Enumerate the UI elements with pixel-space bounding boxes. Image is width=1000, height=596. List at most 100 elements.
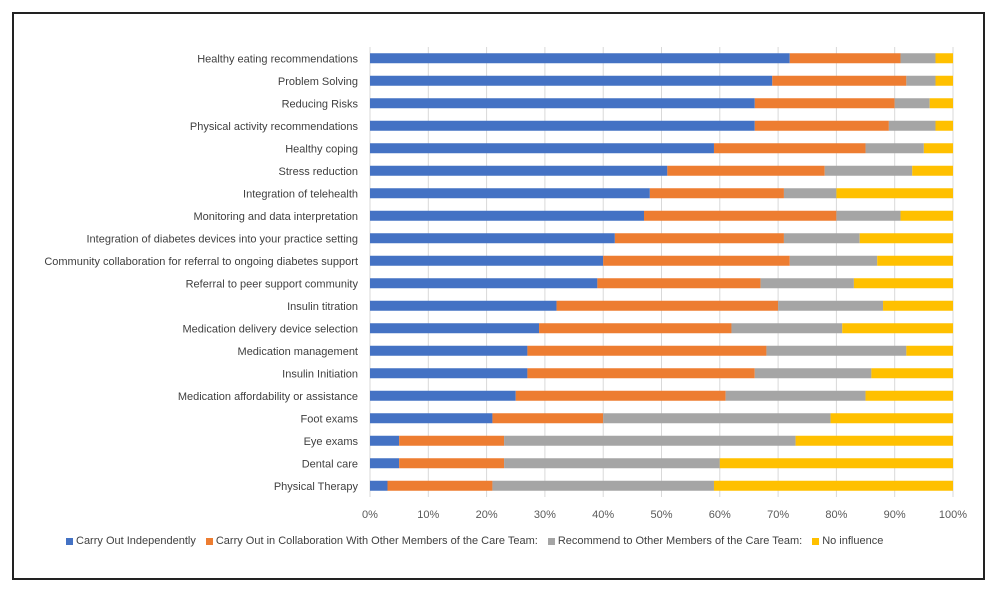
x-tick-label: 40%: [592, 509, 614, 521]
category-label: Physical Therapy: [274, 481, 359, 493]
bar-segment-recommend: [888, 120, 936, 131]
category-label: Insulin titration: [287, 301, 358, 313]
bar-segment-independent: [370, 435, 400, 446]
bar-segment-collaboration: [527, 345, 767, 356]
x-tick-label: 70%: [767, 509, 789, 521]
bar-segment-recommend: [865, 143, 924, 154]
bar-segment-recommend: [754, 368, 872, 379]
bar-segment-independent: [370, 458, 400, 469]
bar-segment-recommend: [824, 165, 913, 176]
category-label: Medication delivery device selection: [183, 323, 358, 335]
x-tick-label: 30%: [534, 509, 556, 521]
bar-segment-independent: [370, 278, 598, 289]
bar-segment-collaboration: [399, 435, 505, 446]
bar-segment-recommend: [836, 210, 901, 221]
x-tick-label: 0%: [362, 509, 378, 521]
bar-segment-no-influence: [877, 255, 953, 266]
bar-segment-collaboration: [556, 300, 779, 311]
bar-segment-independent: [370, 188, 650, 199]
x-tick-label: 80%: [825, 509, 847, 521]
category-label: Medication management: [238, 346, 358, 358]
bar-segment-recommend: [789, 255, 878, 266]
bar-segment-no-influence: [795, 435, 953, 446]
legend-item: No influence: [812, 535, 883, 547]
bar-segment-collaboration: [387, 480, 493, 491]
bar-segment-collaboration: [754, 120, 889, 131]
bar-segment-recommend: [603, 413, 831, 424]
category-label: Dental care: [302, 458, 358, 470]
bar-segment-independent: [370, 120, 755, 131]
legend-item: Carry Out Independently: [66, 535, 196, 547]
bar-segment-recommend: [783, 188, 837, 199]
bar-segment-collaboration: [399, 458, 505, 469]
bar-segment-independent: [370, 143, 714, 154]
bar-segment-independent: [370, 390, 516, 401]
bar-segment-no-influence: [853, 278, 953, 289]
bar-segment-independent: [370, 165, 668, 176]
bar-segment-collaboration: [713, 143, 866, 154]
bar-segment-independent: [370, 345, 528, 356]
category-label: Healthy coping: [285, 143, 358, 155]
bar-segment-independent: [370, 75, 773, 86]
category-label: Healthy eating recommendations: [197, 53, 358, 65]
bar-segment-collaboration: [515, 390, 726, 401]
bar-segment-collaboration: [539, 323, 732, 334]
bar-segment-no-influence: [883, 300, 953, 311]
bar-segment-collaboration: [754, 98, 895, 109]
bar-segment-collaboration: [614, 233, 784, 244]
bar-segment-recommend: [504, 435, 796, 446]
bar-segment-no-influence: [900, 210, 953, 221]
bar-segment-no-influence: [871, 368, 953, 379]
bar-segment-independent: [370, 480, 388, 491]
category-label: Medication affordability or assistance: [178, 391, 358, 403]
bar-segment-collaboration: [667, 165, 825, 176]
bar-segment-recommend: [900, 53, 936, 64]
category-label: Physical activity recommendations: [190, 121, 359, 133]
bar-segment-no-influence: [859, 233, 953, 244]
bar-segment-independent: [370, 368, 528, 379]
legend-item: Recommend to Other Members of the Care T…: [547, 535, 803, 547]
category-label: Problem Solving: [278, 76, 358, 88]
legend-label: No influence: [822, 535, 884, 547]
bar-segment-no-influence: [865, 390, 953, 401]
bar-segment-collaboration: [492, 413, 604, 424]
category-label: Foot exams: [301, 413, 359, 425]
bar-segment-collaboration: [649, 188, 784, 199]
bar-segment-no-influence: [929, 98, 953, 109]
legend-label: Recommend to Other Members of the Care T…: [557, 535, 803, 547]
x-tick-label: 10%: [417, 509, 439, 521]
x-tick-label: 100%: [939, 509, 967, 521]
bar-segment-no-influence: [935, 120, 953, 131]
bar-segment-independent: [370, 210, 645, 221]
legend-item: Carry Out in Collaboration With Other Me…: [205, 535, 538, 547]
bar-segment-no-influence: [912, 165, 953, 176]
legend-swatch: [812, 537, 820, 545]
category-label: Eye exams: [304, 436, 359, 448]
bar-segment-collaboration: [527, 368, 755, 379]
bar-segment-no-influence: [719, 458, 953, 469]
bar-segment-recommend: [906, 75, 936, 86]
bar-segment-recommend: [778, 300, 884, 311]
x-tick-label: 60%: [709, 509, 731, 521]
bar-segment-collaboration: [644, 210, 837, 221]
legend-label: Carry Out in Collaboration With Other Me…: [215, 535, 538, 547]
x-tick-label: 50%: [650, 509, 672, 521]
category-label: Referral to peer support community: [186, 278, 359, 290]
bar-segment-independent: [370, 255, 604, 266]
legend-swatch: [205, 537, 213, 545]
bar-segment-independent: [370, 98, 755, 109]
category-label: Insulin Initiation: [282, 368, 358, 380]
bar-segment-independent: [370, 300, 557, 311]
x-tick-label: 90%: [884, 509, 906, 521]
bar-segment-collaboration: [603, 255, 790, 266]
bar-segment-recommend: [894, 98, 930, 109]
bar-segment-no-influence: [906, 345, 953, 356]
bar-segment-no-influence: [713, 480, 953, 491]
bar-segment-recommend: [725, 390, 866, 401]
category-label: Stress reduction: [279, 166, 358, 178]
bar-segment-no-influence: [935, 53, 953, 64]
bar-segment-no-influence: [830, 413, 953, 424]
bar-segment-recommend: [766, 345, 907, 356]
category-label: Community collaboration for referral to …: [44, 256, 358, 268]
bar-segment-recommend: [504, 458, 720, 469]
